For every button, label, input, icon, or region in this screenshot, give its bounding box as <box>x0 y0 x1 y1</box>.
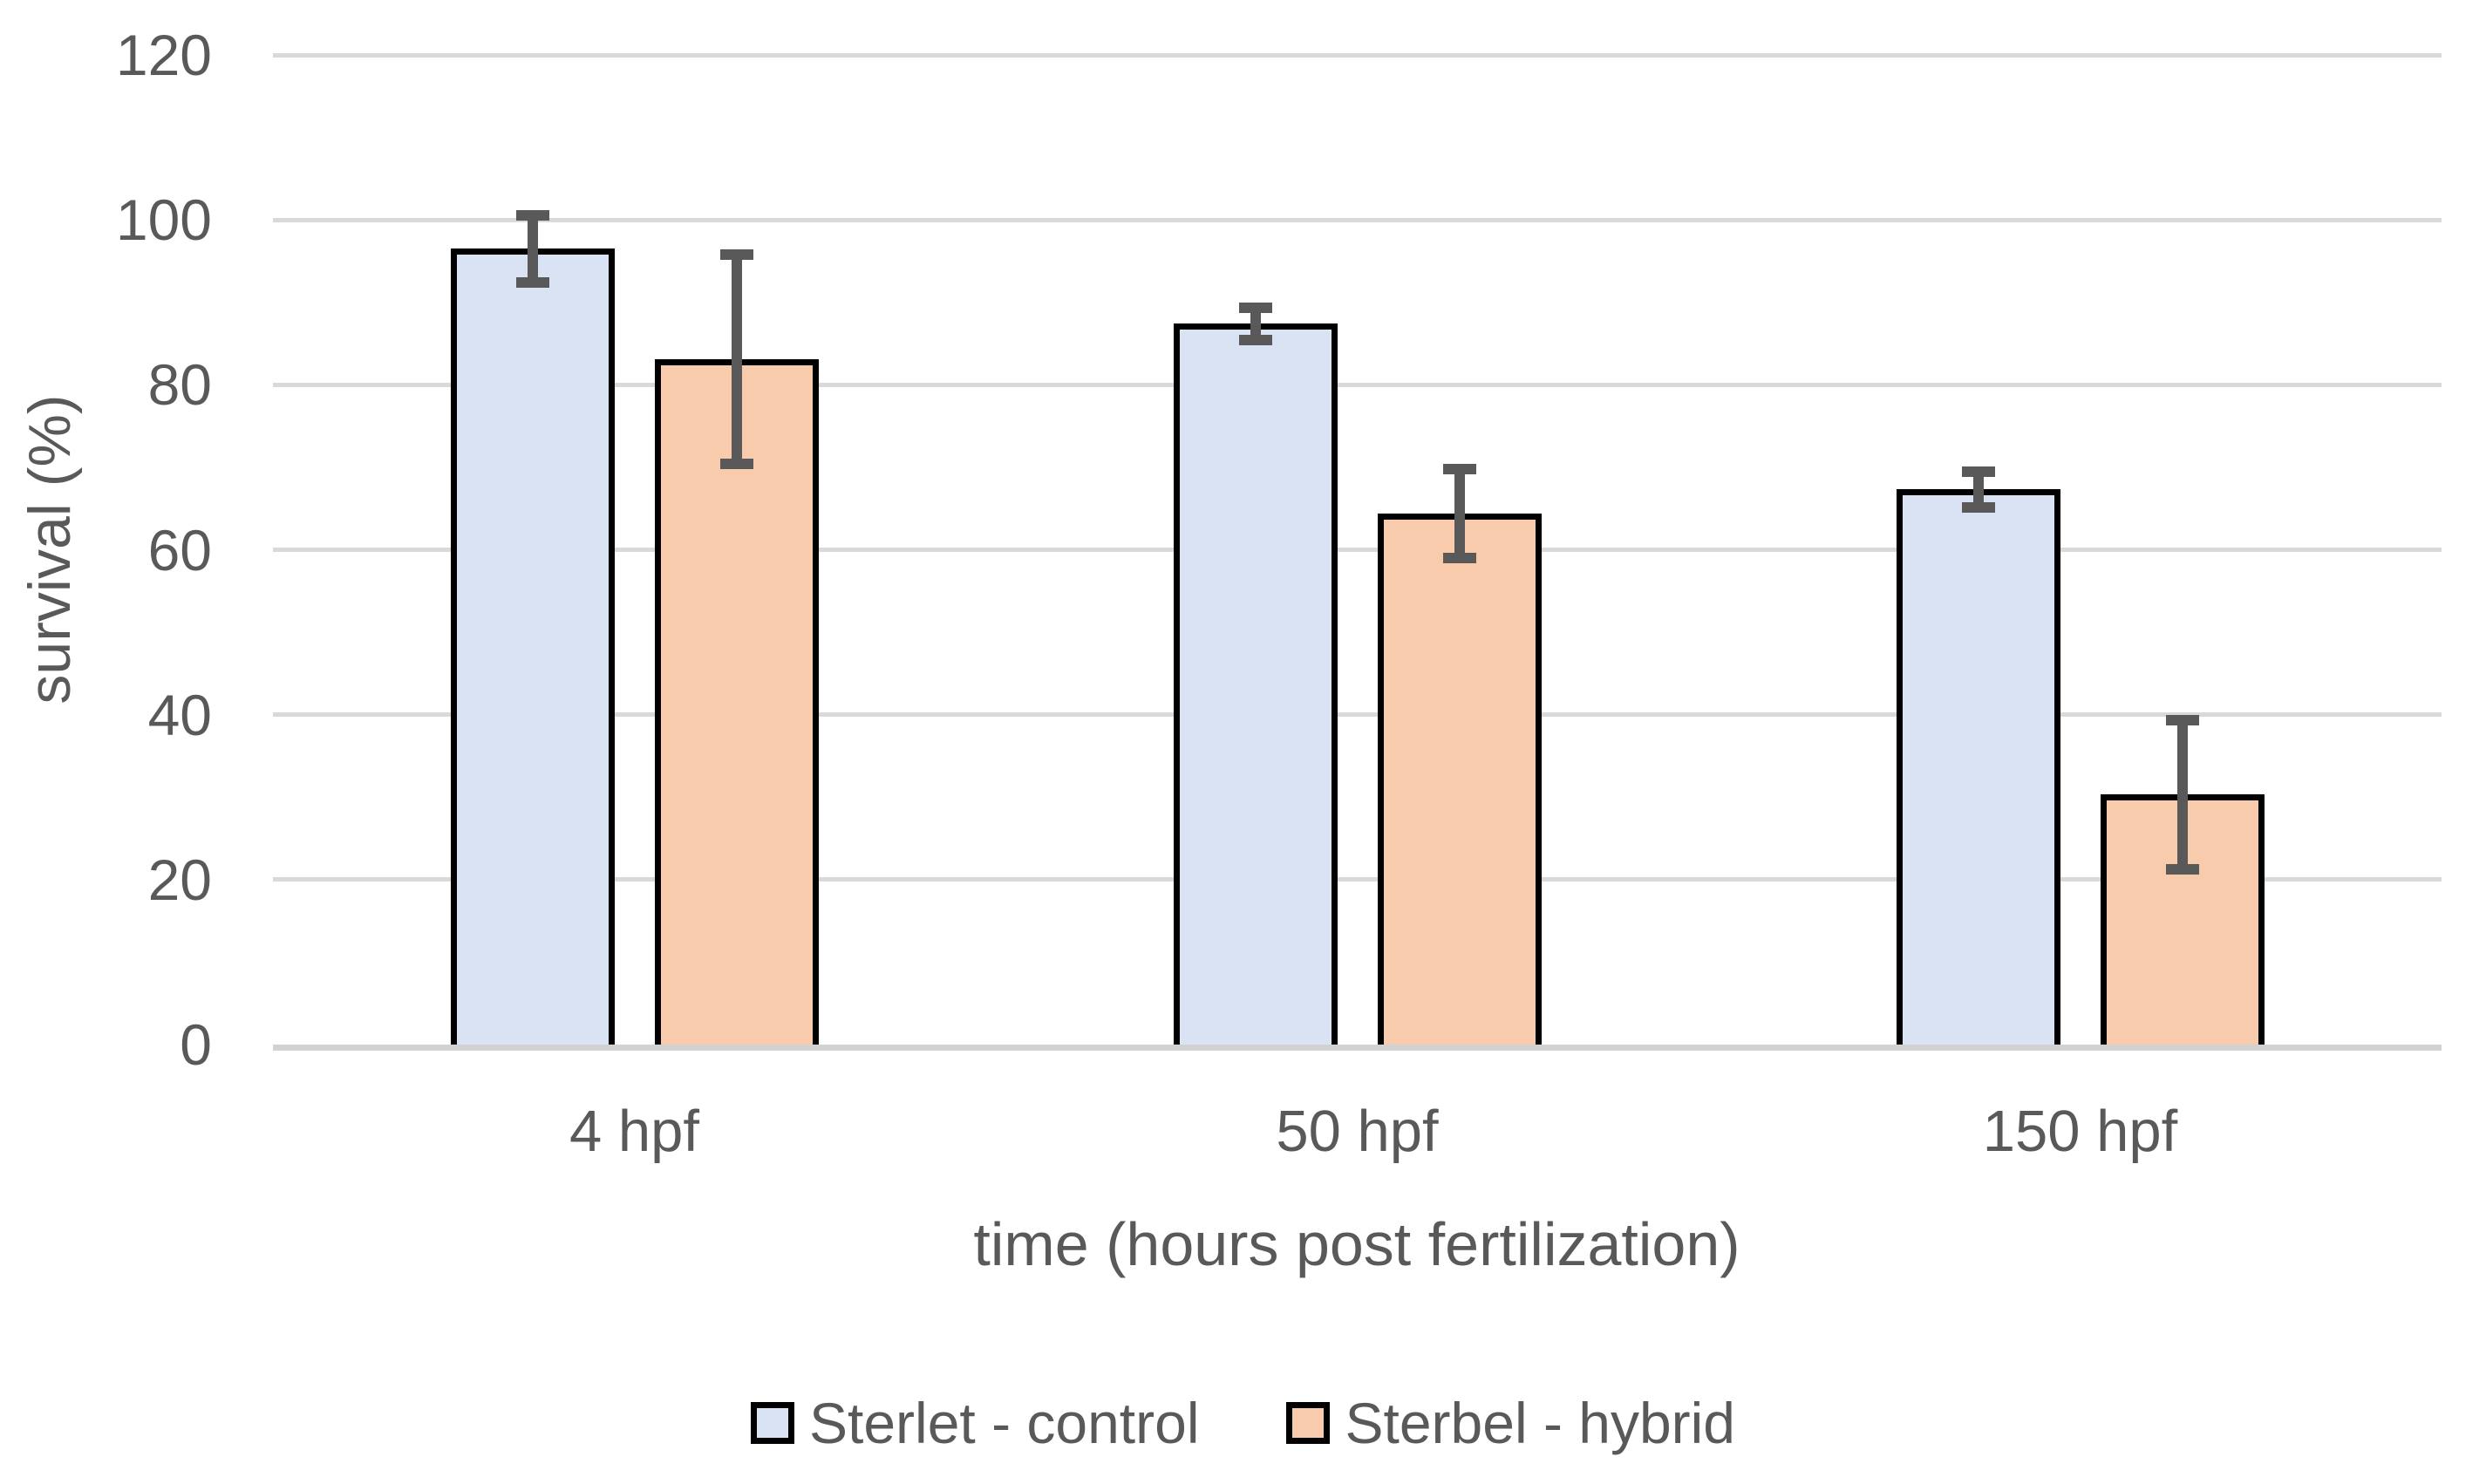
error-bar-cap-top <box>1961 466 1995 477</box>
error-bar-cap-top <box>2165 714 2199 725</box>
y-tick-label-20: 20 <box>147 847 212 912</box>
legend-swatch-sterbel-hybrid <box>1286 1402 1331 1444</box>
error-bar-cap-top <box>1442 464 1476 475</box>
y-tick-label-40: 40 <box>147 682 212 747</box>
gridline-y60 <box>273 548 2442 552</box>
error-bar-sterbel-hybrid-4-hpf <box>719 249 753 469</box>
error-bar-cap-bottom <box>515 276 549 288</box>
y-tick-label-60: 60 <box>147 517 212 582</box>
error-bar-line <box>527 209 538 288</box>
legend-label-sterbel-hybrid: Sterbel - hybrid <box>1345 1391 1736 1455</box>
error-bar-line <box>1250 302 1261 345</box>
bar-sterlet-control-50-hpf <box>1173 323 1338 1045</box>
legend-item-sterlet-control: Sterlet - control <box>750 1391 1200 1455</box>
y-tick-label-120: 120 <box>115 23 212 87</box>
y-tick-label-80: 80 <box>147 352 212 418</box>
error-bar-cap-top <box>515 209 549 221</box>
y-tick-label-0: 0 <box>180 1012 212 1077</box>
error-bar-cap-bottom <box>1442 552 1476 563</box>
error-bar-line <box>1972 466 1984 513</box>
error-bar-sterlet-control-150-hpf <box>1961 466 1995 513</box>
error-bar-cap-top <box>719 249 753 261</box>
error-bar-cap-top <box>1238 302 1272 313</box>
error-bar-line <box>2176 714 2188 875</box>
x-category-label-150-hpf: 150 hpf <box>1982 1099 2178 1164</box>
error-bar-cap-bottom <box>2165 864 2199 875</box>
legend-item-sterbel-hybrid: Sterbel - hybrid <box>1286 1392 1735 1454</box>
error-bar-sterbel-hybrid-150-hpf <box>2165 714 2199 875</box>
error-bar-cap-bottom <box>1961 501 1995 513</box>
error-bar-line <box>731 249 742 469</box>
gridline-y40 <box>273 712 2442 718</box>
error-bar-cap-bottom <box>719 458 753 469</box>
bar-sterlet-control-4-hpf <box>450 248 615 1045</box>
legend-swatch-sterlet-control <box>750 1402 794 1444</box>
gridline-y20 <box>273 877 2442 882</box>
x-category-label-50-hpf: 50 hpf <box>1276 1099 1439 1164</box>
error-bar-sterlet-control-50-hpf <box>1238 302 1272 345</box>
x-axis-baseline <box>273 1045 2442 1051</box>
legend-label-sterlet-control: Sterlet - control <box>808 1391 1200 1455</box>
y-tick-label-100: 100 <box>115 187 212 253</box>
gridline-y80 <box>273 382 2442 387</box>
error-bar-line <box>1454 464 1465 563</box>
gridline-y120 <box>273 52 2442 58</box>
error-bar-cap-bottom <box>1238 334 1272 345</box>
y-axis-title: survival (%) <box>17 394 83 705</box>
bar-sterbel-hybrid-50-hpf <box>1377 513 1542 1045</box>
bar-sterbel-hybrid-4-hpf <box>654 359 819 1045</box>
x-category-label-4-hpf: 4 hpf <box>569 1099 700 1164</box>
legend: Sterlet - control Sterbel - hybrid <box>0 1392 2486 1454</box>
x-axis-title: time (hours post fertilization) <box>973 1210 1740 1278</box>
error-bar-sterlet-control-4-hpf <box>515 209 549 288</box>
bar-sterlet-control-150-hpf <box>1896 489 2060 1045</box>
gridline-y100 <box>273 217 2442 222</box>
error-bar-sterbel-hybrid-50-hpf <box>1442 464 1476 563</box>
